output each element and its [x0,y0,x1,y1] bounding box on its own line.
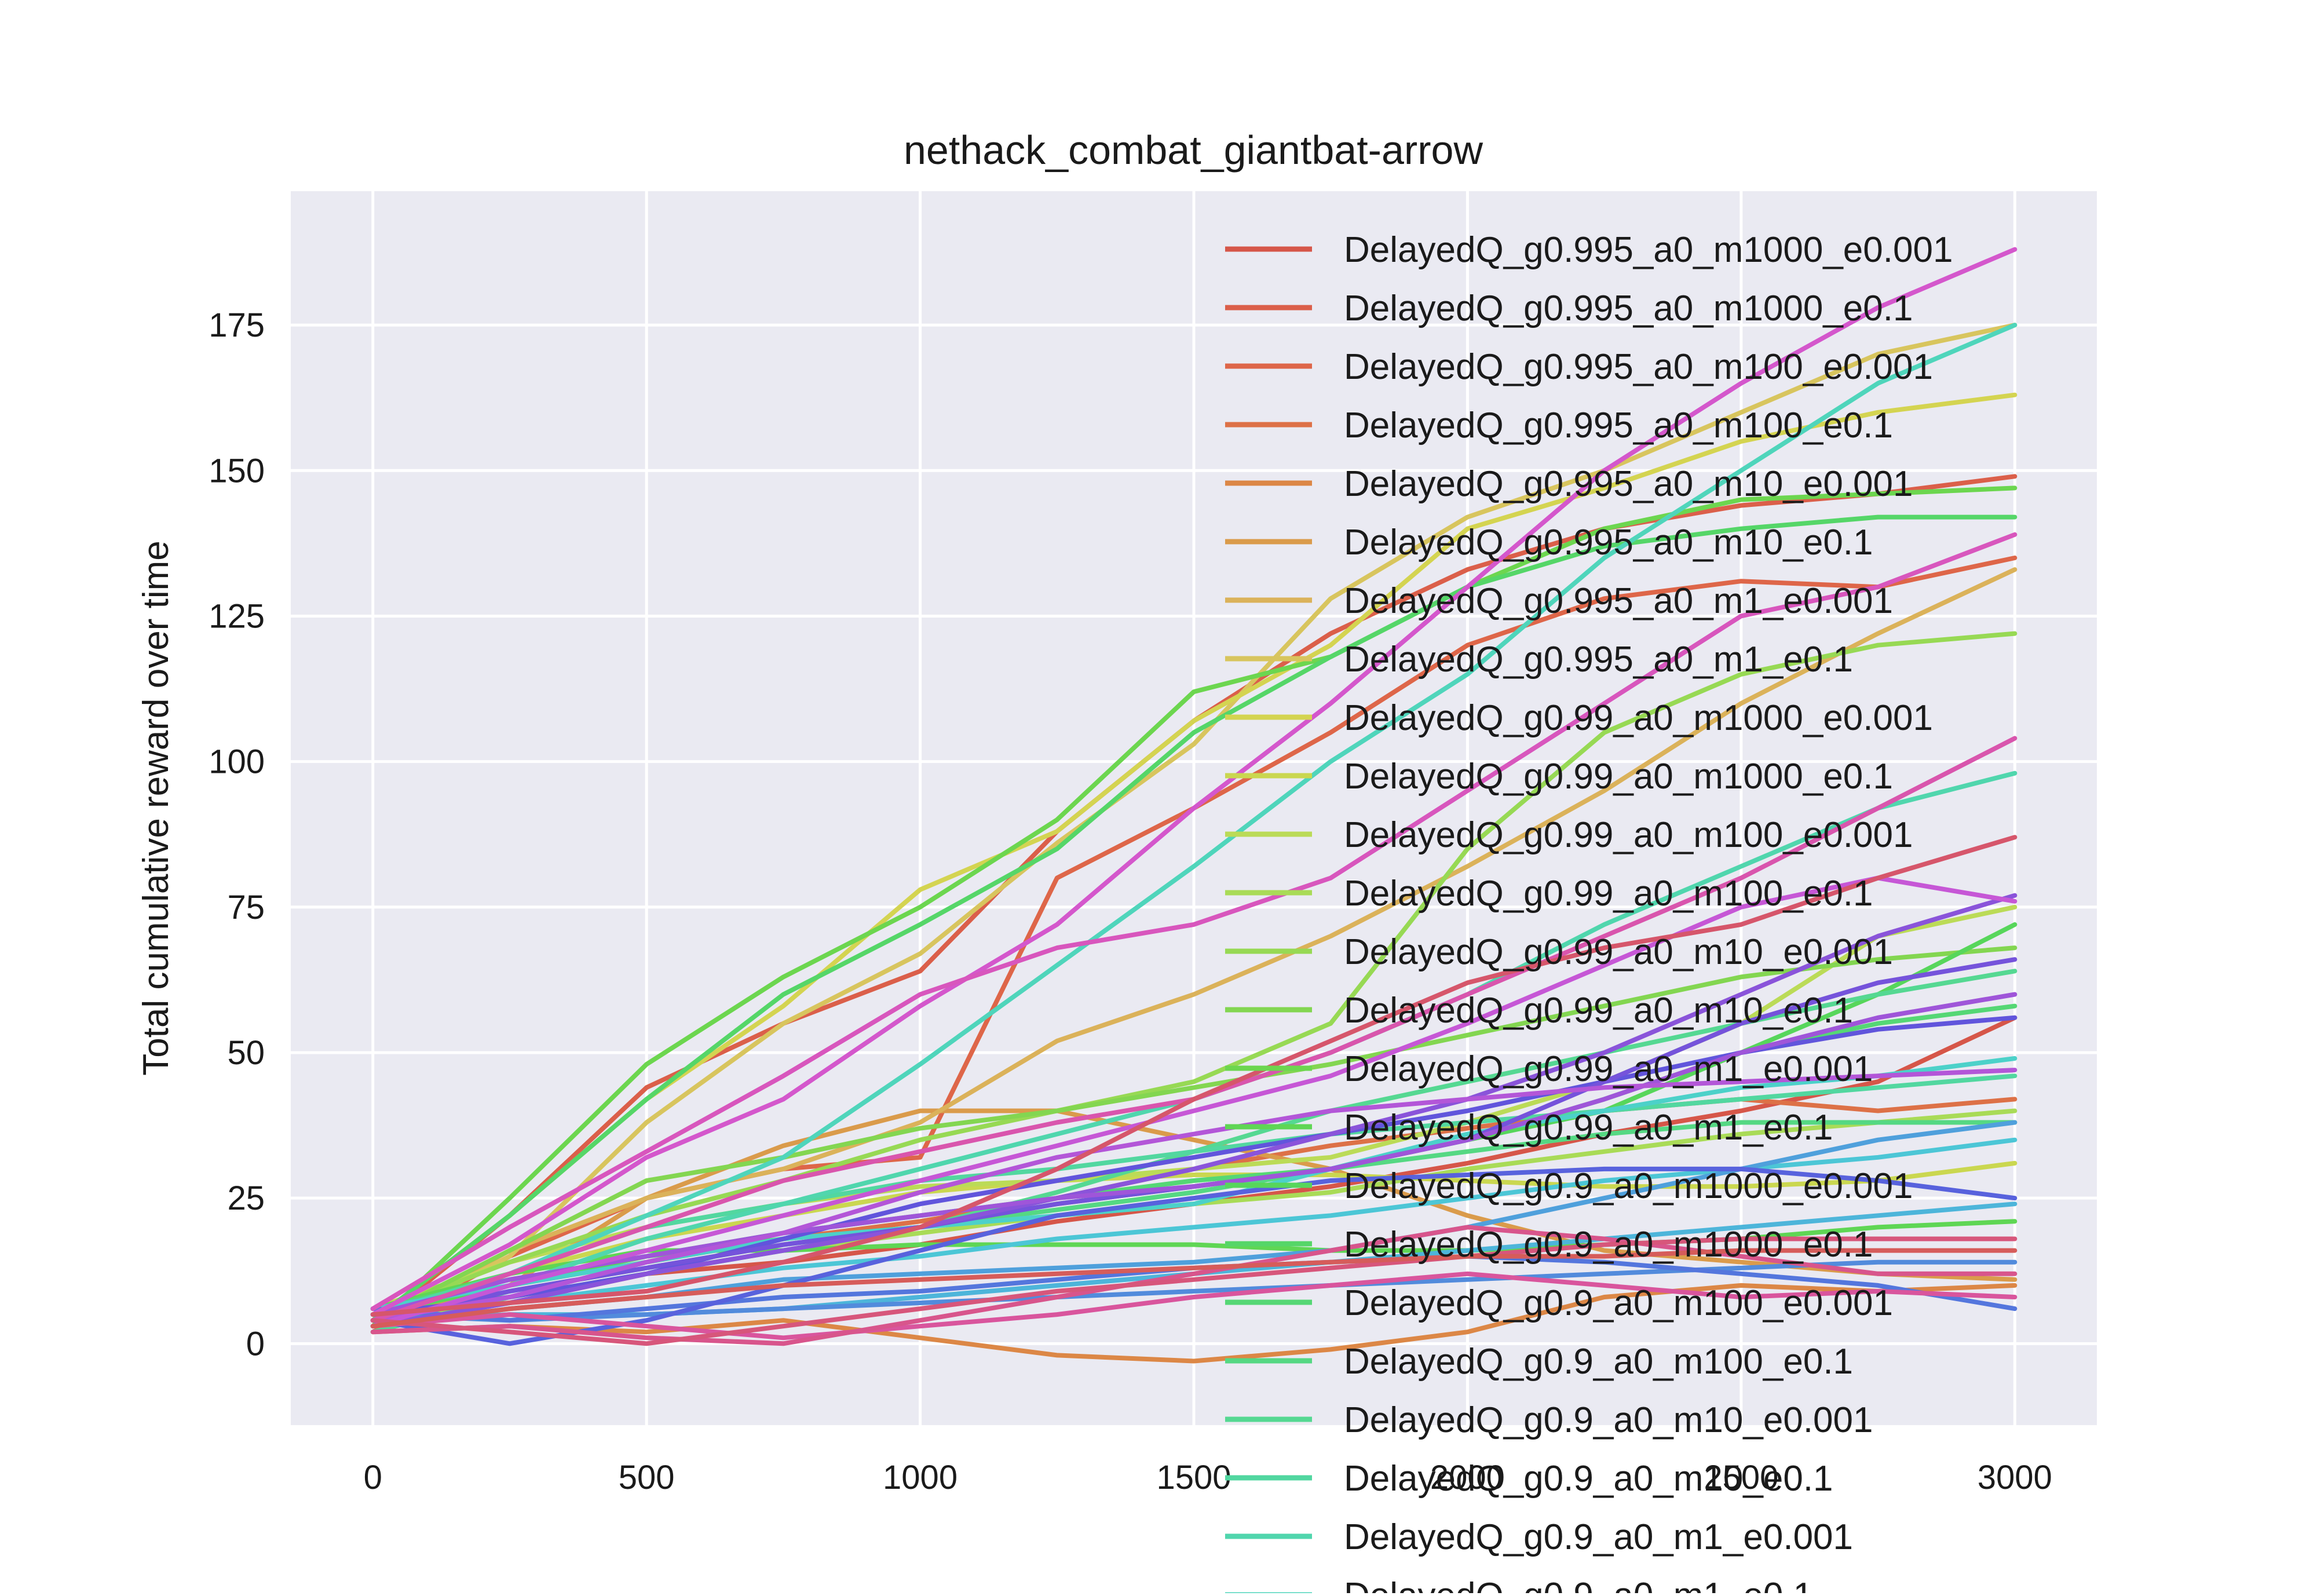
series-line [370,992,2018,1317]
x-tick-label: 1000 [883,1459,958,1496]
y-tick-labels: 0 25 50 75 100 125 150 175 [209,306,265,1363]
legend-label: DelayedQ_g0.9_a0_m10_e0.1 [1344,1459,1833,1499]
series-line [370,875,2018,1329]
legend-label: DelayedQ_g0.995_a0_m1000_e0.1 [1344,288,1913,328]
series-line [370,1248,2018,1329]
x-tick-label: 3000 [1978,1459,2052,1496]
legend-label: DelayedQ_g0.995_a0_m100_e0.1 [1344,406,1893,445]
series-line [370,247,2018,1317]
series-line [370,1166,2018,1346]
legend-label: DelayedQ_g0.9_a0_m100_e0.001 [1344,1283,1893,1323]
x-tick-label: 1500 [1156,1459,1231,1496]
legend-label: DelayedQ_g0.99_a0_m1000_e0.1 [1344,757,1893,797]
y-tick-label: 100 [209,743,265,781]
legend-label: DelayedQ_g0.99_a0_m1000_e0.001 [1344,698,1933,738]
series-line [370,532,2018,1312]
legend-label: DelayedQ_g0.995_a0_m100_e0.001 [1344,347,1933,387]
x-tick-label: 0 [364,1459,382,1496]
series-line [370,1259,2018,1323]
series-line [370,893,2018,1329]
series-line [370,567,2018,1329]
series-line [370,835,2018,1317]
legend: DelayedQ_g0.995_a0_m1000_e0.001 DelayedQ_… [1225,230,1953,1596]
legend-label: DelayedQ_g0.9_a0_m100_e0.1 [1344,1342,1853,1382]
legend-label: DelayedQ_g0.9_a0_m1_e0.001 [1344,1517,1853,1557]
series-line [370,514,2018,1323]
chart-title: nethack_combat_giantbat-arrow [904,127,1483,173]
y-tick-label: 75 [227,889,265,926]
legend-label: DelayedQ_g0.99_a0_m1_e0.1 [1344,1108,1833,1148]
y-axis-label: Total cumulative reward over time [136,540,176,1075]
series-line [370,1068,2018,1323]
legend-label: DelayedQ_g0.9_a0_m1000_e0.001 [1344,1166,1913,1206]
series-line [370,323,2018,1323]
legend-label: DelayedQ_g0.99_a0_m10_e0.1 [1344,991,1853,1031]
legend-label: DelayedQ_g0.99_a0_m100_e0.001 [1344,815,1913,855]
x-tick-labels: 0 500 1000 1500 2000 2500 3000 [364,1459,2052,1496]
y-tick-label: 125 [209,597,265,635]
legend-label: DelayedQ_g0.995_a0_m10_e0.1 [1344,523,1873,563]
x-tick-label: 2000 [1430,1459,1505,1496]
legend-label: DelayedQ_g0.9_a0_m1000_e0.1 [1344,1225,1873,1265]
y-tick-label: 150 [209,452,265,490]
legend-label: DelayedQ_g0.99_a0_m100_e0.1 [1344,874,1873,914]
legend-label: DelayedQ_g0.99_a0_m10_e0.001 [1344,932,1893,972]
x-tick-label: 500 [619,1459,675,1496]
legend-label: DelayedQ_g0.995_a0_m1_e0.001 [1344,581,1893,621]
series-line [370,945,2018,1323]
y-tick-label: 25 [227,1179,265,1217]
y-tick-label: 175 [209,306,265,344]
series-lines [370,247,2018,1364]
legend-label: DelayedQ_g0.995_a0_m1000_e0.001 [1344,230,1953,270]
y-tick-label: 50 [227,1034,265,1072]
legend-label: DelayedQ_g0.995_a0_m10_e0.001 [1344,464,1913,504]
series-line [370,1225,2018,1346]
legend-label: DelayedQ_g0.9_a0_m10_e0.001 [1344,1400,1873,1440]
legend-label: DelayedQ_g0.9_a0_m1_e0.1 [1344,1576,1813,1593]
series-line [370,1283,2018,1364]
y-tick-label: 0 [246,1325,265,1363]
legend-label: DelayedQ_g0.99_a0_m1_e0.001 [1344,1049,1873,1089]
series-line [370,1236,2018,1346]
legend-label: DelayedQ_g0.995_a0_m1_e0.1 [1344,640,1853,680]
series-line [370,323,2018,1329]
series-line [370,1271,2018,1341]
series-line [370,485,2018,1329]
x-tick-label: 2500 [1704,1459,1778,1496]
